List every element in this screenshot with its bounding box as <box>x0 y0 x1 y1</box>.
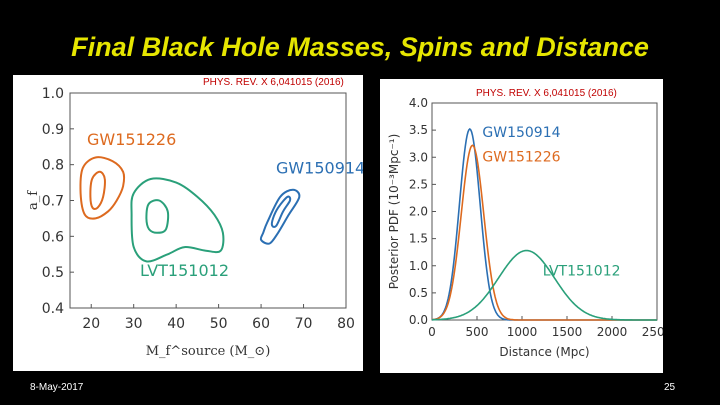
lvt151012-pdf-line <box>432 249 657 321</box>
x-axis-label: Distance (Mpc) <box>499 345 589 359</box>
y-tick-label: 1.0 <box>409 259 428 273</box>
y-tick-label: 3.0 <box>409 150 428 164</box>
y-tick-label: 2.0 <box>409 205 428 219</box>
x-tick-label: 1000 <box>507 325 538 339</box>
y-tick-label: 4.0 <box>409 96 428 110</box>
y-tick-label: 0.0 <box>409 313 428 327</box>
y-tick-label: 3.5 <box>409 123 428 137</box>
x-tick-label: 0 <box>428 325 436 339</box>
y-axis-label: a_f <box>26 190 41 210</box>
x-tick-label: 60 <box>252 316 270 332</box>
slide-date: 8-May-2017 <box>30 382 84 393</box>
lvt151012-contour-outer <box>130 177 225 263</box>
citation-right: PHYS. REV. X 6,041015 (2016) <box>476 88 617 99</box>
citation-left: PHYS. REV. X 6,041015 (2016) <box>203 77 344 88</box>
label-lvt151012: LVT151012 <box>543 264 621 280</box>
x-tick-label: 50 <box>210 316 228 332</box>
x-tick-label: 2000 <box>597 325 628 339</box>
x-axis-label: M_f^source (M_⊙) <box>146 344 271 359</box>
x-tick-label: 80 <box>337 316 355 332</box>
y-tick-label: 1.0 <box>42 86 64 102</box>
y-tick-label: 0.9 <box>42 122 64 138</box>
x-tick-label: 1500 <box>552 325 583 339</box>
slide-title: Final Black Hole Masses, Spins and Dista… <box>71 32 649 62</box>
y-tick-label: 0.7 <box>42 194 64 210</box>
y-tick-label: 2.5 <box>409 177 428 191</box>
y-tick-label: 0.8 <box>42 158 64 174</box>
y-tick-label: 0.5 <box>42 265 64 281</box>
label-lvt151012: LVT151012 <box>140 261 229 280</box>
page-number: 25 <box>664 382 676 393</box>
gw150914-contour-inner <box>270 195 292 228</box>
y-tick-label: 0.6 <box>42 229 64 245</box>
gw151226-pdf-line <box>431 144 657 321</box>
x-tick-label: 500 <box>466 325 489 339</box>
gw151226-contour-outer <box>79 156 126 220</box>
y-tick-label: 1.5 <box>409 232 428 246</box>
y-tick-label: 0.5 <box>409 286 428 300</box>
mass-spin-chart-panel: 20 30 40 50 60 70 80 0.4 0.5 0.6 0.7 0.8 0.9 1.0 M_f^s… <box>13 75 363 371</box>
lvt151012-contour-inner <box>145 199 170 234</box>
x-tick-label: 20 <box>82 316 100 332</box>
y-axis-label: Posterior PDF (10⁻³Mpc⁻¹) <box>387 134 401 290</box>
gw151226-contour-inner <box>89 170 106 211</box>
x-tick-label: 70 <box>295 316 313 332</box>
label-gw151226: GW151226 <box>87 130 176 149</box>
label-gw150914: GW150914 <box>482 125 560 141</box>
label-gw151226: GW151226 <box>482 150 560 166</box>
y-tick-label: 0.4 <box>42 301 64 317</box>
mass-spin-contour-chart: 20 30 40 50 60 70 80 0.4 0.5 0.6 0.7 0.8 0.9 1.0 M_f^s… <box>26 86 363 359</box>
gw150914-contour-outer <box>259 188 301 245</box>
label-gw150914: GW150914 <box>276 159 363 178</box>
x-tick-label: 30 <box>125 316 143 332</box>
x-tick-label: 40 <box>167 316 185 332</box>
